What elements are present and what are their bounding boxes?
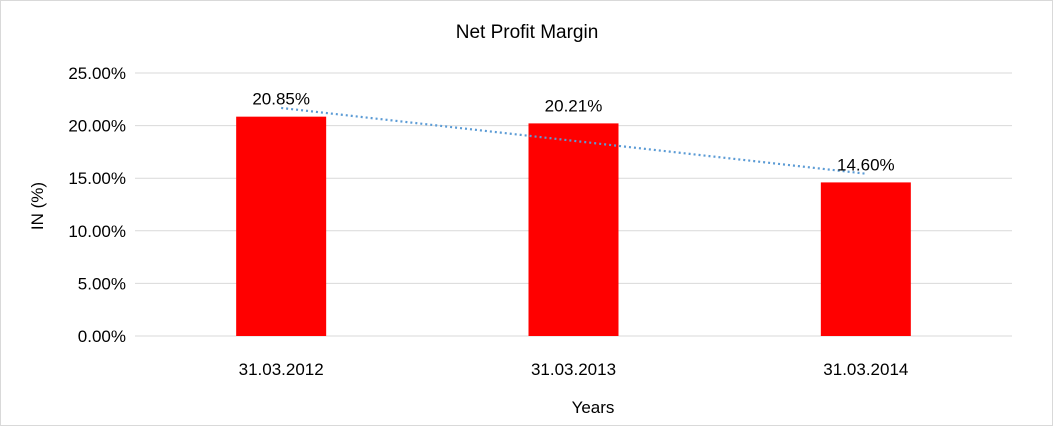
chart-title: Net Profit Margin — [456, 22, 599, 43]
data-label: 20.21% — [545, 96, 603, 115]
trendline — [281, 106, 866, 175]
x-axis-label: Years — [572, 398, 615, 417]
x-tick-label: 31.03.2013 — [531, 360, 616, 379]
y-tick-label: 15.00% — [68, 169, 126, 188]
y-tick-label: 20.00% — [68, 117, 126, 136]
y-tick-label: 0.00% — [78, 327, 126, 346]
bar — [528, 123, 619, 336]
y-tick-label: 10.00% — [68, 222, 126, 241]
y-tick-label: 25.00% — [68, 64, 126, 83]
y-axis-label: IN (%) — [28, 182, 47, 230]
bar — [236, 116, 327, 337]
data-label: 20.85% — [252, 90, 310, 109]
x-tick-label: 31.03.2012 — [239, 360, 324, 379]
data-label: 14.60% — [837, 155, 895, 174]
x-tick-label: 31.03.2014 — [823, 360, 908, 379]
bar — [820, 182, 911, 336]
y-tick-label: 5.00% — [78, 274, 126, 293]
